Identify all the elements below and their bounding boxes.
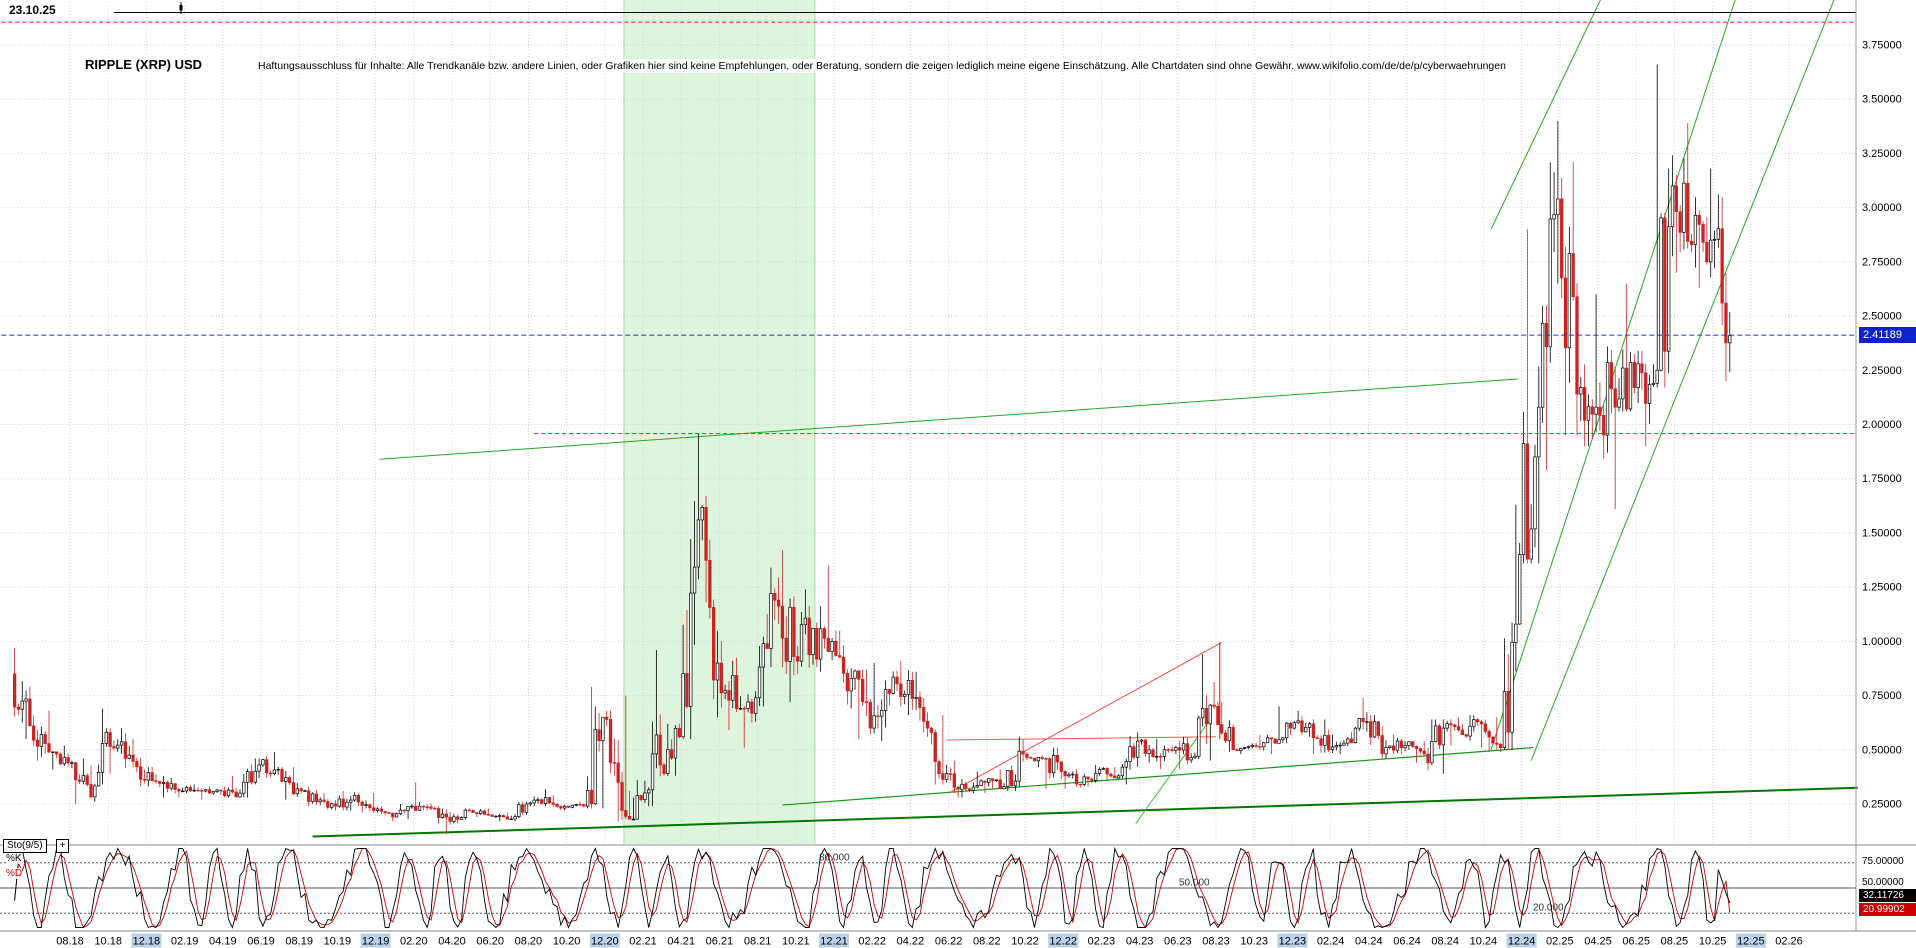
svg-text:10.24: 10.24 [1470, 936, 1498, 948]
svg-text:10.19: 10.19 [324, 936, 352, 948]
svg-text:02.26: 02.26 [1775, 936, 1803, 948]
svg-text:12.24: 12.24 [1508, 936, 1536, 948]
svg-text:02.24: 02.24 [1317, 936, 1345, 948]
svg-text:02.22: 02.22 [858, 936, 886, 948]
svg-text:02.25: 02.25 [1546, 936, 1574, 948]
stochastic-d-label: %D [6, 868, 23, 879]
last-date-label: 23.10.25 [6, 3, 59, 17]
stochastic-k-line [14, 846, 1731, 929]
stochastic-k-value-badge: 32.11726 [1859, 889, 1916, 902]
svg-text:04.21: 04.21 [667, 936, 695, 948]
svg-text:3.75000: 3.75000 [1862, 40, 1902, 52]
svg-text:04.19: 04.19 [209, 936, 237, 948]
svg-text:08.21: 08.21 [744, 936, 772, 948]
candlesticks [12, 64, 1732, 835]
svg-text:10.22: 10.22 [1011, 936, 1039, 948]
svg-text:12.21: 12.21 [820, 936, 848, 948]
stochastic-d-line [14, 848, 1731, 929]
svg-text:50.00000: 50.00000 [1862, 877, 1904, 888]
svg-text:10.18: 10.18 [94, 936, 122, 948]
svg-text:08.24: 08.24 [1431, 936, 1459, 948]
stochastic-d-value-badge: 20.99902 [1859, 903, 1916, 916]
time-axis-labels: 08.18 10.18 12.18 02.19 04.19 06.19 08.19 10.19… [56, 933, 1803, 948]
svg-text:2.25000: 2.25000 [1862, 365, 1902, 377]
svg-text:04.24: 04.24 [1355, 936, 1383, 948]
grid [0, 2, 1856, 844]
svg-text:12.18: 12.18 [133, 936, 161, 948]
svg-text:1.25000: 1.25000 [1862, 582, 1902, 594]
svg-text:06.21: 06.21 [706, 936, 734, 948]
svg-text:08.20: 08.20 [515, 936, 543, 948]
svg-text:2.50000: 2.50000 [1862, 311, 1902, 323]
svg-text:3.25000: 3.25000 [1862, 148, 1902, 160]
svg-text:2.00000: 2.00000 [1862, 419, 1902, 431]
svg-text:02.20: 02.20 [400, 936, 428, 948]
svg-text:04.25: 04.25 [1584, 936, 1612, 948]
stochastic-k-label: %K [6, 853, 22, 864]
svg-text:1.50000: 1.50000 [1862, 527, 1902, 539]
svg-text:06.19: 06.19 [247, 936, 275, 948]
current-price-badge: 2.41189 [1859, 327, 1916, 343]
svg-text:1.75000: 1.75000 [1862, 473, 1902, 485]
svg-text:02.23: 02.23 [1088, 936, 1116, 948]
svg-text:04.22: 04.22 [897, 936, 925, 948]
svg-text:12.22: 12.22 [1049, 936, 1077, 948]
svg-text:1.00000: 1.00000 [1862, 636, 1902, 648]
svg-text:12.23: 12.23 [1279, 936, 1307, 948]
svg-text:06.23: 06.23 [1164, 936, 1192, 948]
svg-text:0.50000: 0.50000 [1862, 744, 1902, 756]
svg-text:08.19: 08.19 [285, 936, 313, 948]
price-levels [1, 11, 1856, 435]
svg-text:0.75000: 0.75000 [1862, 690, 1902, 702]
svg-text:10.20: 10.20 [553, 936, 581, 948]
svg-text:80.000: 80.000 [819, 852, 850, 863]
svg-text:04.20: 04.20 [438, 936, 466, 948]
svg-text:06.25: 06.25 [1622, 936, 1650, 948]
chart-title: RIPPLE (XRP) USD [82, 56, 206, 73]
indicator-expand-button[interactable]: + [56, 839, 69, 853]
svg-text:12.20: 12.20 [591, 936, 619, 948]
svg-text:10.25: 10.25 [1699, 936, 1727, 948]
svg-text:02.21: 02.21 [629, 936, 657, 948]
disclaimer-text: Haftungsausschluss für Inhalte: Alle Tre… [256, 59, 1508, 73]
svg-text:06.24: 06.24 [1393, 936, 1421, 948]
svg-text:08.22: 08.22 [973, 936, 1001, 948]
trend-lines [312, 0, 1858, 838]
svg-text:0.25000: 0.25000 [1862, 799, 1902, 811]
svg-text:04.23: 04.23 [1126, 936, 1154, 948]
svg-text:12.19: 12.19 [362, 936, 390, 948]
svg-text:10.21: 10.21 [782, 936, 810, 948]
svg-text:08.25: 08.25 [1661, 936, 1689, 948]
svg-text:08.18: 08.18 [56, 936, 84, 948]
price-axis-labels: 3.75000 3.50000 3.25000 3.00000 2.75000 2.500… [1862, 40, 1902, 811]
svg-text:75.00000: 75.00000 [1862, 856, 1904, 867]
stochastic-indicator-button[interactable]: Sto(9/5) [3, 839, 47, 853]
svg-text:20.000: 20.000 [1533, 903, 1564, 914]
svg-text:3.50000: 3.50000 [1862, 94, 1902, 106]
svg-text:12.25: 12.25 [1737, 936, 1765, 948]
svg-text:06.22: 06.22 [935, 936, 963, 948]
svg-text:08.23: 08.23 [1202, 936, 1230, 948]
svg-text:02.19: 02.19 [171, 936, 199, 948]
svg-text:10.23: 10.23 [1240, 936, 1268, 948]
svg-text:06.20: 06.20 [476, 936, 504, 948]
svg-text:3.00000: 3.00000 [1862, 202, 1902, 214]
svg-text:2.75000: 2.75000 [1862, 256, 1902, 268]
date-marker-icon [179, 2, 183, 14]
